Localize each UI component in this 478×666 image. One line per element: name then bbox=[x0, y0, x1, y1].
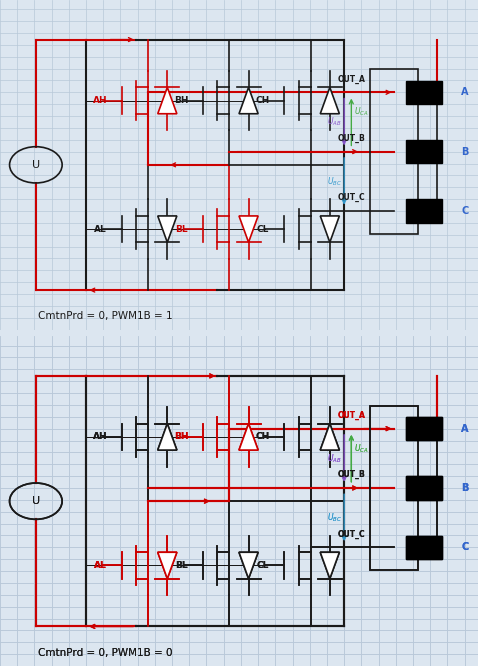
Text: $U_{CA}$: $U_{CA}$ bbox=[354, 442, 369, 455]
Text: CL: CL bbox=[257, 224, 269, 234]
Polygon shape bbox=[320, 87, 339, 114]
Text: AH: AH bbox=[93, 96, 108, 105]
Text: C: C bbox=[461, 542, 468, 552]
Text: C: C bbox=[461, 542, 468, 552]
Polygon shape bbox=[320, 424, 339, 450]
Text: U: U bbox=[32, 496, 40, 506]
Text: CmtnPrd = 0, PWM1B = 0: CmtnPrd = 0, PWM1B = 0 bbox=[38, 648, 173, 658]
Text: BH: BH bbox=[174, 432, 189, 442]
Polygon shape bbox=[239, 424, 258, 450]
Bar bbox=[406, 81, 442, 104]
Text: OUT_A: OUT_A bbox=[338, 75, 366, 84]
Text: OUT_C: OUT_C bbox=[338, 193, 366, 202]
Text: CH: CH bbox=[256, 96, 270, 105]
Polygon shape bbox=[320, 552, 339, 579]
Bar bbox=[370, 69, 418, 234]
Bar bbox=[406, 199, 442, 222]
Polygon shape bbox=[158, 424, 177, 450]
Text: U: U bbox=[32, 160, 40, 170]
Polygon shape bbox=[158, 552, 177, 579]
Polygon shape bbox=[158, 424, 177, 450]
Text: $U_{AB}$: $U_{AB}$ bbox=[327, 116, 342, 129]
Polygon shape bbox=[158, 216, 177, 242]
Text: OUT_A: OUT_A bbox=[338, 411, 366, 420]
Text: CH: CH bbox=[256, 432, 270, 442]
Text: A: A bbox=[461, 87, 469, 97]
Text: CmtnPrd = 0, PWM1B = 1: CmtnPrd = 0, PWM1B = 1 bbox=[38, 312, 173, 322]
Bar bbox=[370, 406, 418, 570]
Text: OUT_C: OUT_C bbox=[338, 529, 366, 539]
Text: B: B bbox=[461, 147, 468, 157]
Polygon shape bbox=[239, 87, 258, 114]
Text: A: A bbox=[461, 424, 469, 434]
Polygon shape bbox=[239, 424, 258, 450]
Text: BL: BL bbox=[175, 561, 188, 570]
Text: $U_{BC}$: $U_{BC}$ bbox=[327, 511, 342, 524]
Bar bbox=[406, 417, 442, 440]
Text: BH: BH bbox=[174, 432, 189, 442]
Text: U: U bbox=[32, 496, 40, 506]
Text: CmtnPrd = 0, PWM1B = 0: CmtnPrd = 0, PWM1B = 0 bbox=[38, 648, 173, 658]
Text: $U_{BC}$: $U_{BC}$ bbox=[327, 511, 342, 524]
Text: OUT_A: OUT_A bbox=[338, 411, 366, 420]
Text: OUT_B: OUT_B bbox=[338, 134, 366, 143]
Text: $U_{AB}$: $U_{AB}$ bbox=[327, 452, 342, 465]
Text: A: A bbox=[461, 424, 469, 434]
Polygon shape bbox=[239, 552, 258, 579]
Text: OUT_B: OUT_B bbox=[338, 470, 366, 480]
Text: AL: AL bbox=[94, 224, 107, 234]
Text: AH: AH bbox=[93, 432, 108, 442]
Polygon shape bbox=[239, 216, 258, 242]
Text: OUT_C: OUT_C bbox=[338, 529, 366, 539]
Text: $U_{CA}$: $U_{CA}$ bbox=[354, 106, 369, 119]
Bar bbox=[406, 535, 442, 559]
Polygon shape bbox=[320, 552, 339, 579]
Bar bbox=[406, 140, 442, 163]
Bar bbox=[370, 406, 418, 570]
Text: B: B bbox=[461, 483, 468, 493]
Text: $U_{CA}$: $U_{CA}$ bbox=[354, 442, 369, 455]
Polygon shape bbox=[158, 87, 177, 114]
Text: BL: BL bbox=[175, 561, 188, 570]
Text: AL: AL bbox=[94, 561, 107, 570]
Polygon shape bbox=[158, 552, 177, 579]
Text: AH: AH bbox=[93, 432, 108, 442]
Text: $U_{BC}$: $U_{BC}$ bbox=[327, 175, 342, 188]
Bar bbox=[406, 476, 442, 500]
Text: $U_{AB}$: $U_{AB}$ bbox=[327, 452, 342, 465]
Text: BL: BL bbox=[175, 224, 188, 234]
Text: C: C bbox=[461, 206, 468, 216]
Text: AL: AL bbox=[94, 561, 107, 570]
Text: OUT_B: OUT_B bbox=[338, 470, 366, 480]
Bar bbox=[406, 476, 442, 500]
Text: BH: BH bbox=[174, 96, 189, 105]
Bar bbox=[406, 535, 442, 559]
Polygon shape bbox=[320, 424, 339, 450]
Polygon shape bbox=[239, 552, 258, 579]
Bar bbox=[406, 417, 442, 440]
Text: CL: CL bbox=[257, 561, 269, 570]
Text: B: B bbox=[461, 483, 468, 493]
Text: CL: CL bbox=[257, 561, 269, 570]
Text: CH: CH bbox=[256, 432, 270, 442]
Polygon shape bbox=[320, 216, 339, 242]
